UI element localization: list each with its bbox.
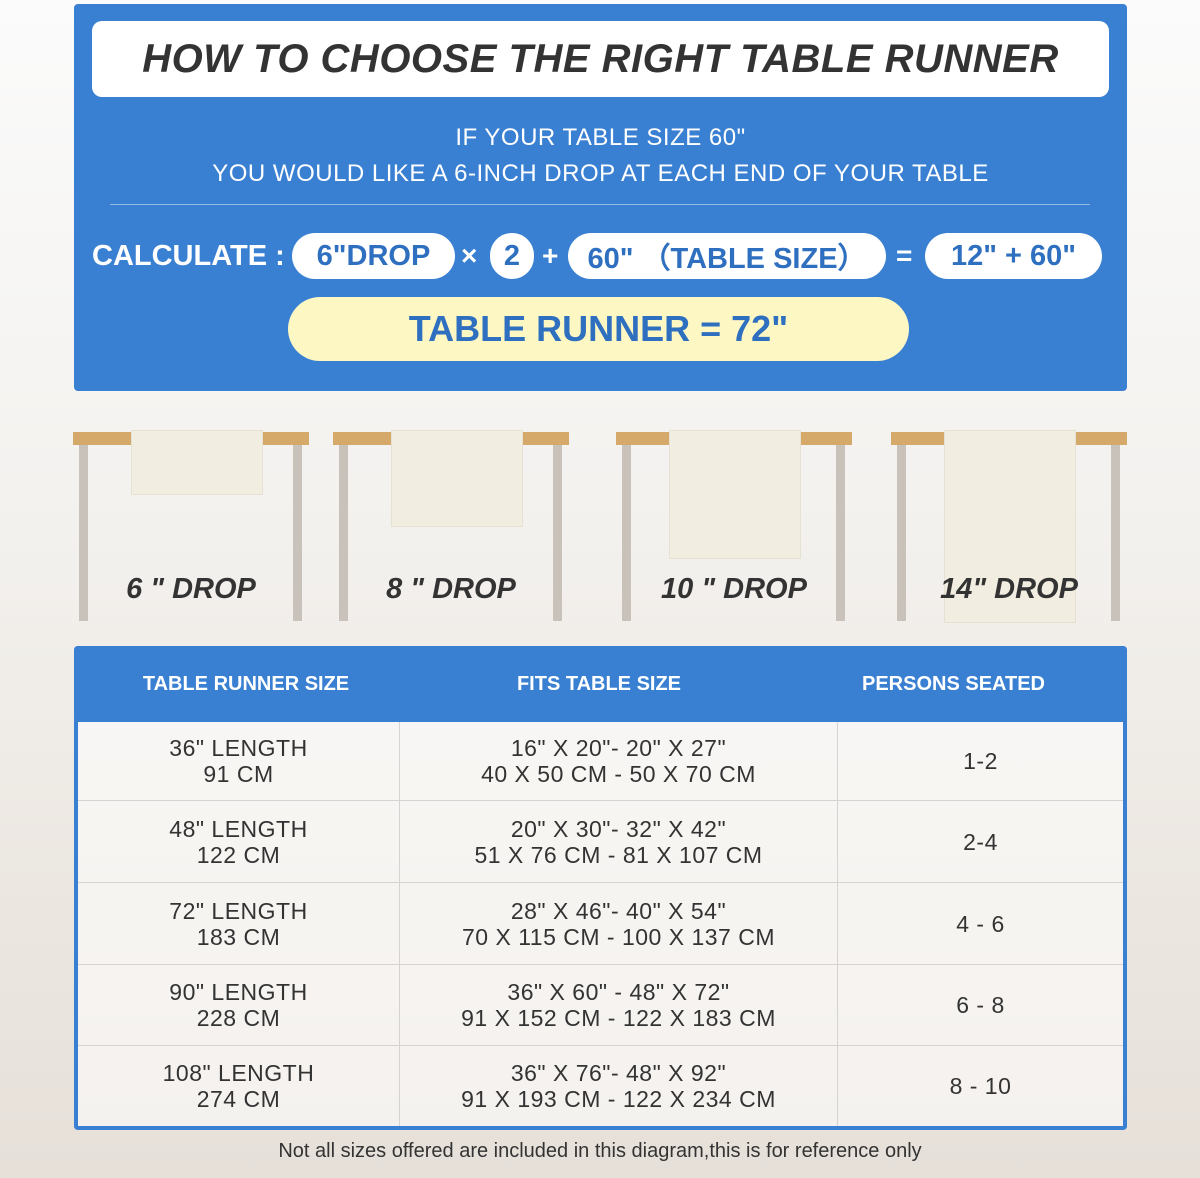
table-leg: [1111, 445, 1120, 621]
multiplier-pill: 2: [490, 233, 534, 279]
calculate-label: CALCULATE :: [92, 240, 285, 272]
header-persons: PERSONS SEATED: [862, 672, 1045, 695]
times-sign: ×: [461, 240, 478, 271]
length-cm: 183 CM: [196, 923, 281, 950]
length-inches: 48" LENGTH: [169, 815, 308, 842]
length-cm: 91 CM: [203, 761, 274, 787]
plus-sign: +: [542, 240, 559, 271]
table-size-pill: 60" （TABLE SIZE）: [568, 233, 886, 279]
table-leg: [553, 445, 562, 621]
length-cm: 274 CM: [196, 1086, 281, 1112]
runner-drop-illustration: [131, 430, 263, 495]
fits-cm: 40 X 50 CM - 50 X 70 CM: [481, 761, 756, 787]
fits-table-cell: 16" X 20"- 20" X 27" 40 X 50 CM - 50 X 70…: [400, 722, 838, 800]
runner-size-cell: 90" LENGTH 228 CM: [78, 965, 400, 1045]
length-inches: 90" LENGTH: [169, 979, 308, 1005]
length-inches: 72" LENGTH: [169, 897, 308, 924]
runner-drop-illustration: [669, 430, 801, 559]
table-leg: [339, 445, 348, 621]
fits-cm: 91 X 193 CM - 122 X 234 CM: [461, 1086, 776, 1112]
result-pill: TABLE RUNNER = 72": [288, 297, 909, 361]
table-row: 90" LENGTH 228 CM 36" X 60" - 48" X 72" 91…: [78, 964, 1123, 1045]
page-title: HOW TO CHOOSE THE RIGHT TABLE RUNNER: [92, 21, 1109, 97]
drop-pill: 6"DROP: [292, 233, 455, 279]
header-fits-table: FITS TABLE SIZE: [516, 672, 682, 695]
table-leg: [836, 445, 845, 621]
persons-seated: 2-4: [963, 828, 998, 855]
table-row: 72" LENGTH 183 CM 28" X 46"- 40" X 54" 70 …: [78, 882, 1123, 964]
table-row: 36" LENGTH 91 CM 16" X 20"- 20" X 27" 40 X…: [78, 722, 1123, 800]
persons-cell: 8 - 10: [838, 1046, 1123, 1126]
fits-inches: 20" X 30"- 32" X 42": [510, 815, 727, 842]
instruction-line-2: YOU WOULD LIKE A 6-INCH DROP AT EACH END…: [212, 160, 989, 187]
length-inches: 36" LENGTH: [169, 735, 308, 761]
instruction-line-1: IF YOUR TABLE SIZE 60": [455, 124, 746, 151]
runner-drop-illustration: [944, 430, 1076, 623]
runner-size-cell: 48" LENGTH 122 CM: [78, 801, 400, 882]
persons-cell: 2-4: [838, 801, 1123, 882]
runner-size-cell: 72" LENGTH 183 CM: [78, 883, 400, 964]
length-inches: 108" LENGTH: [162, 1060, 315, 1086]
fits-inches: 28" X 46"- 40" X 54": [510, 897, 727, 924]
fits-cm: 51 X 76 CM - 81 X 107 CM: [474, 841, 763, 868]
persons-cell: 6 - 8: [838, 965, 1123, 1045]
table-leg: [79, 445, 88, 621]
drop-label: 10 " DROP: [661, 573, 807, 605]
runner-size-cell: 108" LENGTH 274 CM: [78, 1046, 400, 1126]
persons-cell: 4 - 6: [838, 883, 1123, 964]
size-table: [74, 646, 1127, 1130]
divider: [110, 204, 1090, 205]
table-leg: [293, 445, 302, 621]
length-cm: 228 CM: [196, 1005, 281, 1031]
persons-cell: 1-2: [838, 722, 1123, 800]
persons-seated: 1-2: [963, 748, 998, 774]
fits-cm: 91 X 152 CM - 122 X 183 CM: [461, 1005, 776, 1031]
fits-table-cell: 36" X 76"- 48" X 92" 91 X 193 CM - 122 X …: [400, 1046, 838, 1126]
runner-drop-illustration: [391, 430, 523, 527]
fits-inches: 36" X 60" - 48" X 72": [507, 979, 730, 1005]
drop-label: 6 " DROP: [126, 573, 256, 605]
table-row: 48" LENGTH 122 CM 20" X 30"- 32" X 42" 51 …: [78, 800, 1123, 882]
fits-table-cell: 36" X 60" - 48" X 72" 91 X 152 CM - 122 X…: [400, 965, 838, 1045]
table-leg: [897, 445, 906, 621]
persons-seated: 4 - 6: [956, 910, 1005, 937]
table-row: 108" LENGTH 274 CM 36" X 76"- 48" X 92" 91…: [78, 1045, 1123, 1126]
fits-inches: 36" X 76"- 48" X 92": [510, 1060, 727, 1086]
header-runner-size: TABLE RUNNER SIZE: [142, 672, 350, 695]
fits-inches: 16" X 20"- 20" X 27": [510, 735, 727, 761]
sum-pill: 12" + 60": [925, 233, 1102, 279]
drop-label: 14" DROP: [940, 573, 1078, 605]
table-leg: [622, 445, 631, 621]
fits-table-cell: 20" X 30"- 32" X 42" 51 X 76 CM - 81 X 10…: [400, 801, 838, 882]
persons-seated: 8 - 10: [949, 1073, 1012, 1099]
fits-cm: 70 X 115 CM - 100 X 137 CM: [462, 923, 775, 950]
footnote: Not all sizes offered are included in th…: [278, 1140, 922, 1162]
equals-sign: =: [896, 240, 913, 271]
length-cm: 122 CM: [196, 841, 281, 868]
runner-size-cell: 36" LENGTH 91 CM: [78, 722, 400, 800]
table-header: TABLE RUNNER SIZE FITS TABLE SIZE PERSON…: [74, 646, 1127, 722]
drop-label: 8 " DROP: [386, 573, 516, 605]
fits-table-cell: 28" X 46"- 40" X 54" 70 X 115 CM - 100 X …: [400, 883, 838, 964]
persons-seated: 6 - 8: [956, 992, 1005, 1018]
